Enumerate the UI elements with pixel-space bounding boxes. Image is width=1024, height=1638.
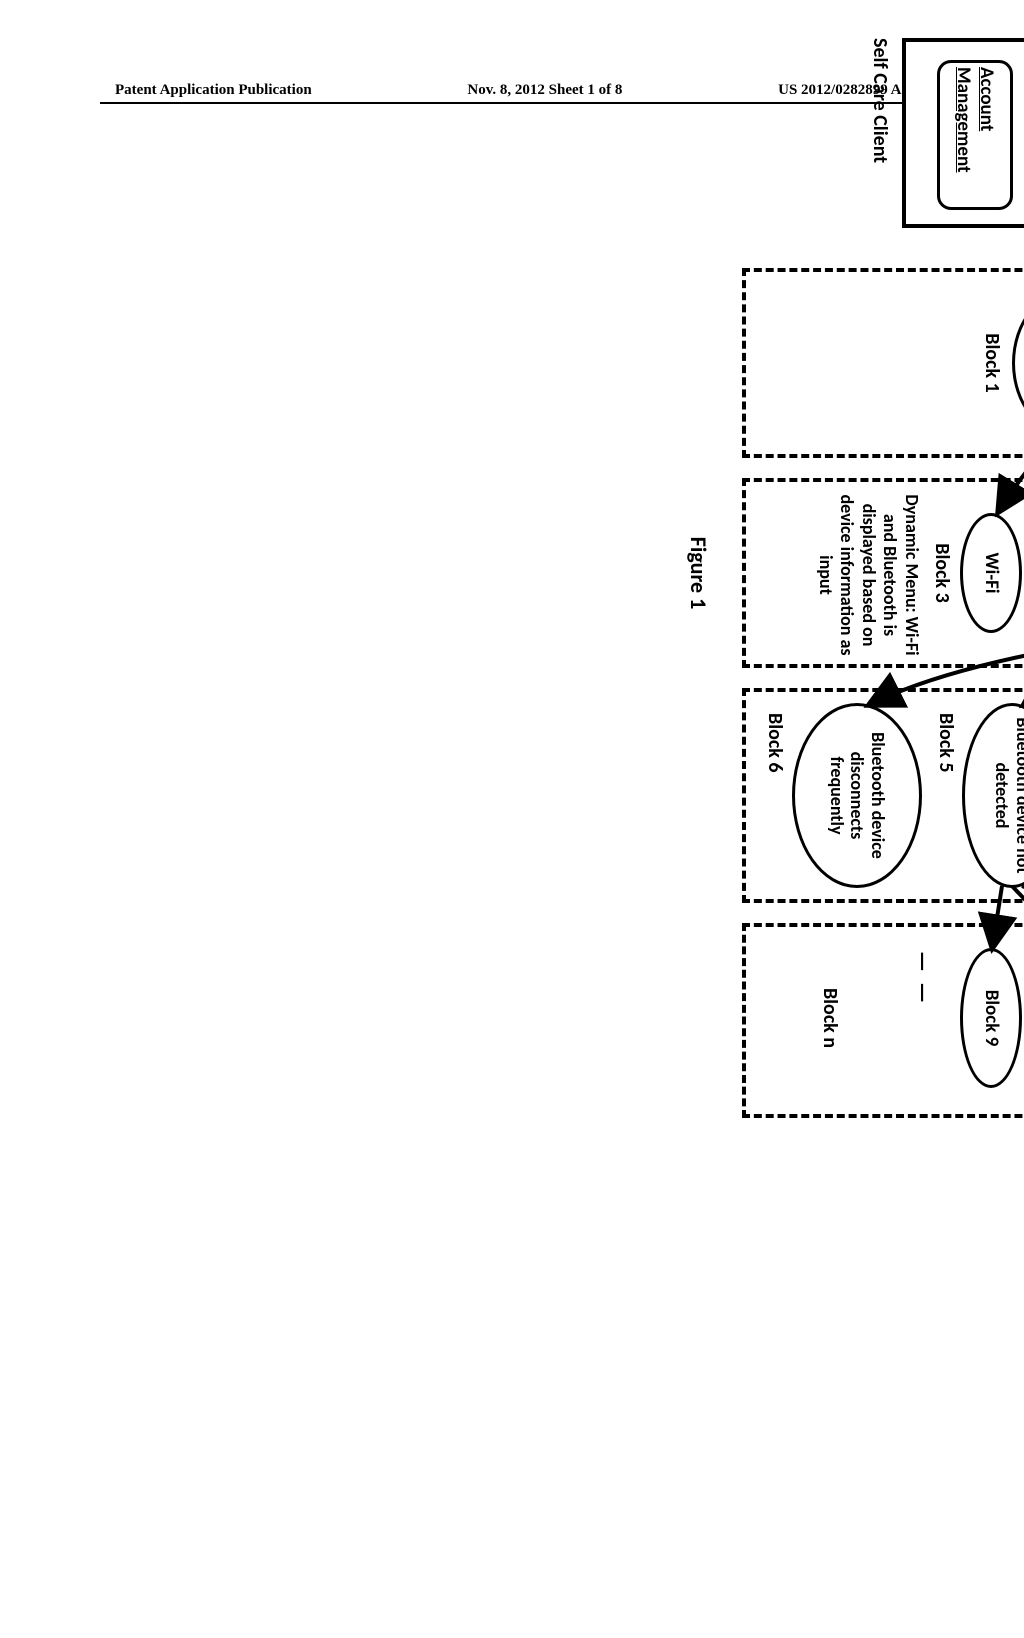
- block-3-label: Block 3: [930, 498, 954, 648]
- block-5-label: Block 5: [934, 703, 958, 888]
- account-mgmt-label: Account Management: [952, 67, 998, 203]
- header-left: Patent Application Publication: [115, 82, 312, 99]
- block-1-label: Block 1: [980, 288, 1004, 438]
- dynamic-menu-note: Dynamic Menu: Wi-Fi and Bluetooth is dis…: [814, 486, 922, 664]
- block-3-text: Wi-Fi: [980, 552, 1002, 593]
- figure-caption: Figure 1: [685, 498, 712, 648]
- block-6-ellipse: Bluetooth device disconnects frequently: [792, 703, 922, 888]
- block-6-label: Block 6: [763, 703, 787, 888]
- header-divider: [100, 102, 924, 104]
- block-3-ellipse: Wi-Fi: [960, 513, 1022, 633]
- block-9-text: Block 9: [980, 990, 1002, 1047]
- self-care-client-title: Self Care Client: [868, 38, 892, 228]
- header-center: Nov. 8, 2012 Sheet 1 of 8: [467, 82, 622, 99]
- figure-1-diagram: Hardware Software Account Management Sel…: [442, 238, 1024, 1062]
- block-6-text: Bluetooth device disconnects frequently: [826, 714, 888, 877]
- block-9-ellipse: Block 9: [960, 948, 1022, 1088]
- block-5-text: Bluetooth device not detected: [991, 714, 1024, 877]
- account-mgmt-item: Account Management: [937, 60, 1013, 210]
- self-care-client-box: Hardware Software Account Management: [902, 38, 1024, 228]
- block-n-connector: — —: [908, 948, 937, 1008]
- block-n-label: Block n: [818, 948, 842, 1088]
